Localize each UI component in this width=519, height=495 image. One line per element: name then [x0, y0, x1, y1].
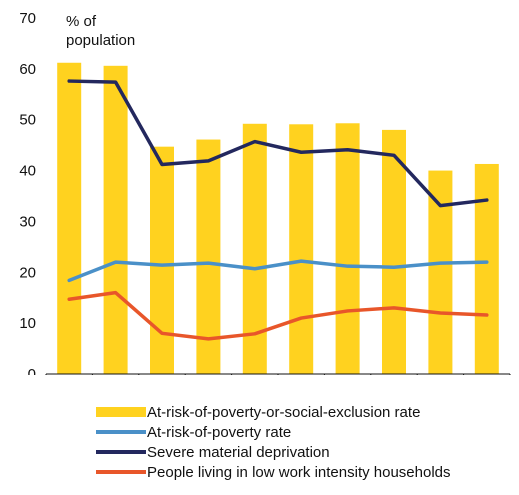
legend-swatch [96, 430, 146, 434]
bars-layer [57, 62, 499, 375]
bar-15 [474, 163, 499, 374]
y-tick-label: 20 [19, 264, 36, 281]
legend-item-3: People living in low work intensity hous… [96, 462, 516, 482]
legend-item-1: At-risk-of-poverty rate [96, 422, 516, 442]
legend-item-0: At-risk-of-poverty-or-social-exclusion r… [96, 402, 516, 422]
bar-13 [382, 129, 406, 374]
bar-06 [57, 62, 82, 375]
y-tick-label: 0 [28, 366, 36, 375]
bar-12 [335, 123, 360, 374]
series-line-3 [67, 290, 489, 341]
legend-label: At-risk-of-poverty-or-social-exclusion r… [147, 403, 421, 421]
series-line-2 [67, 79, 489, 208]
bar-09 [196, 139, 221, 374]
bar-08 [150, 146, 174, 374]
legend-label: At-risk-of-poverty rate [147, 423, 292, 441]
bar-11 [289, 124, 314, 374]
chart: 01020304050607006070809101112131415 % of… [19, 10, 511, 375]
legend-label: Severe material deprivation [147, 443, 330, 461]
y-tick-label: 40 [19, 163, 36, 180]
bar-10 [242, 123, 267, 374]
y-tick-label: 70 [19, 10, 36, 27]
legend-label: People living in low work intensity hous… [147, 463, 451, 481]
legend-item-2: Severe material deprivation [96, 442, 516, 462]
legend: At-risk-of-poverty-or-social-exclusion r… [96, 402, 516, 482]
legend-swatch [96, 450, 146, 454]
lines-layer [67, 79, 489, 341]
y-tick-label: 30 [19, 213, 36, 230]
y-tick-label: 60 [19, 61, 36, 78]
legend-swatch [96, 470, 146, 474]
axes-layer: 01020304050607006070809101112131415 [19, 10, 511, 375]
series-line-1 [67, 259, 489, 283]
y-tick-label: 10 [19, 315, 36, 332]
bar-14 [428, 170, 453, 374]
legend-swatch [96, 407, 146, 417]
bar-07 [103, 65, 128, 374]
y-tick-label: 50 [19, 112, 36, 129]
y-unit-label: % of population [66, 13, 135, 49]
